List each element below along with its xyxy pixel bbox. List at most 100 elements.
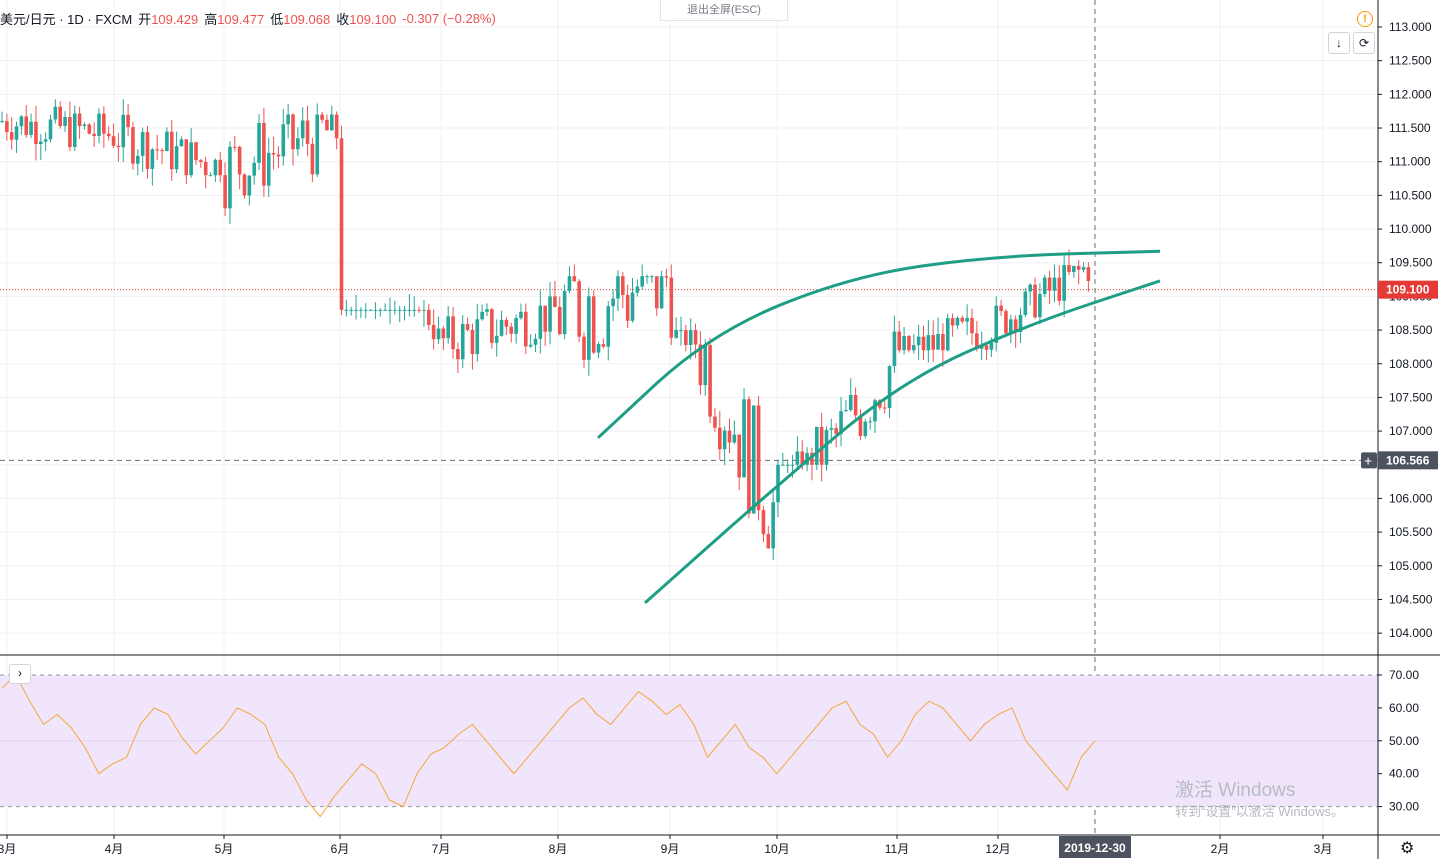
candle-body-91 (441, 328, 446, 339)
candle-body-115 (557, 306, 562, 335)
rsi-panel (0, 674, 1378, 818)
candle-body-175 (848, 394, 853, 411)
exit-fullscreen-button[interactable]: 退出全屏(ESC) (660, 0, 788, 21)
candle-body-25 (121, 114, 126, 148)
price-tick-label-7: 109.500 (1389, 256, 1433, 270)
candle-body-188 (912, 345, 916, 351)
candle-body-37 (179, 139, 184, 147)
symbol-title[interactable]: 美元/日元 · 1D · FXCM (0, 11, 133, 27)
activation-watermark-text: 转到“设置”以激活 Windows。 (1175, 804, 1345, 819)
candle-body-61 (296, 138, 300, 150)
candle-body-74 (359, 309, 363, 311)
time-axis-labels: 3月 4月 5月 6月 7月 8月 9月 10月 11月 12月 2019-12-30 2月 3月 (0, 835, 1332, 858)
candle-body-100 (485, 309, 489, 312)
candle-body-158 (766, 534, 771, 549)
candle-body-213 (1033, 284, 1037, 318)
candle-body-219 (1062, 265, 1066, 301)
candle-body-122 (591, 296, 596, 353)
candle-body-3 (14, 126, 19, 140)
time-tick-label-8: 11月 (885, 842, 909, 856)
candle-body-205 (994, 305, 999, 343)
candle-body-16 (77, 113, 82, 127)
candle-body-98 (475, 319, 480, 355)
rsi-tick-label-3: 40.00 (1389, 767, 1419, 781)
candle-body-198 (960, 317, 965, 322)
price-tick-label-11: 107.500 (1389, 390, 1433, 404)
candle-body-193 (936, 333, 940, 350)
candle-body-83 (402, 309, 407, 311)
candle-body-174 (844, 410, 848, 412)
candle-body-184 (892, 331, 897, 367)
time-tick-label-4: 7月 (432, 842, 451, 856)
candle-body-13 (63, 117, 67, 126)
candle-body-173 (839, 411, 843, 434)
candle-body-221 (1072, 265, 1076, 273)
add-alert-button[interactable] (1361, 452, 1377, 469)
candle-body-124 (601, 344, 606, 347)
candle-body-110 (533, 338, 538, 345)
symbol-legend: 美元/日元 · 1D · FXCM 开109.429 高109.477 低109… (0, 8, 496, 28)
price-tick-label-9: 108.500 (1389, 323, 1433, 337)
candle-body-41 (199, 160, 203, 162)
candle-body-189 (916, 336, 921, 346)
candle-body-185 (897, 331, 902, 351)
candle-body-159 (771, 502, 775, 549)
candle-body-152 (737, 434, 741, 478)
time-tick-label-11: 2月 (1211, 842, 1230, 856)
rising-wedge-channel[interactable] (596, 249, 1161, 604)
candle-body-35 (169, 131, 174, 170)
change-value: -0.307 (−0.28%) (402, 10, 496, 26)
price-tick-label-12: 107.000 (1389, 424, 1433, 438)
gear-icon[interactable]: ⚙ (1400, 840, 1415, 857)
high-label: 高 (204, 11, 218, 27)
candle-body-67 (325, 119, 329, 131)
candle-body-87 (422, 309, 426, 311)
candle-body-156 (756, 405, 761, 511)
rsi-tick-label-2: 50.00 (1389, 734, 1419, 748)
candle-body-92 (446, 316, 450, 339)
candle-body-196 (950, 318, 955, 326)
refresh-icon[interactable]: ⟳ (1353, 32, 1375, 54)
chevron-right-icon[interactable]: › (9, 664, 31, 684)
candle-body-76 (368, 309, 373, 311)
candle-body-163 (790, 464, 795, 466)
candle-body-7 (34, 121, 38, 145)
candle-body-194 (941, 333, 945, 351)
candle-body-210 (1018, 314, 1023, 332)
candle-body-217 (1052, 277, 1057, 291)
crosshair-price-label: 106.566 (1386, 453, 1430, 467)
candle-body-130 (630, 292, 635, 321)
price-tick-label-5: 110.500 (1389, 188, 1432, 202)
candle-body-63 (305, 120, 310, 144)
candle-body-28 (136, 155, 140, 164)
candle-body-176 (853, 394, 858, 416)
low-value: 109.068 (283, 11, 331, 27)
candle-body-120 (582, 336, 586, 360)
candle-body-46 (223, 175, 227, 209)
arrow-down-icon[interactable]: ↓ (1328, 32, 1350, 54)
candle-body-206 (999, 305, 1003, 312)
candle-body-177 (858, 415, 863, 437)
candle-body-84 (407, 309, 412, 311)
candle-body-71 (344, 309, 349, 311)
candle-body-215 (1042, 277, 1047, 295)
rsi-line (1, 674, 1096, 818)
candle-body-224 (1086, 267, 1091, 282)
time-tick-label-12: 3月 (1314, 842, 1333, 856)
time-tick-label-7: 10月 (764, 842, 789, 856)
candle-body-44 (213, 159, 218, 176)
price-tick-label-3: 111.500 (1389, 121, 1431, 135)
candle-body-207 (1004, 311, 1008, 334)
candle-body-168 (815, 426, 819, 465)
candle-body-56 (271, 152, 276, 155)
candle-body-165 (800, 451, 805, 465)
warning-icon[interactable]: ! (1357, 11, 1373, 27)
candle-body-45 (218, 159, 223, 176)
price-tick-label-17: 104.500 (1389, 592, 1433, 606)
candle-body-192 (931, 335, 935, 350)
candle-body-40 (194, 142, 198, 161)
candle-body-26 (126, 114, 130, 128)
candle-body-183 (887, 366, 892, 408)
